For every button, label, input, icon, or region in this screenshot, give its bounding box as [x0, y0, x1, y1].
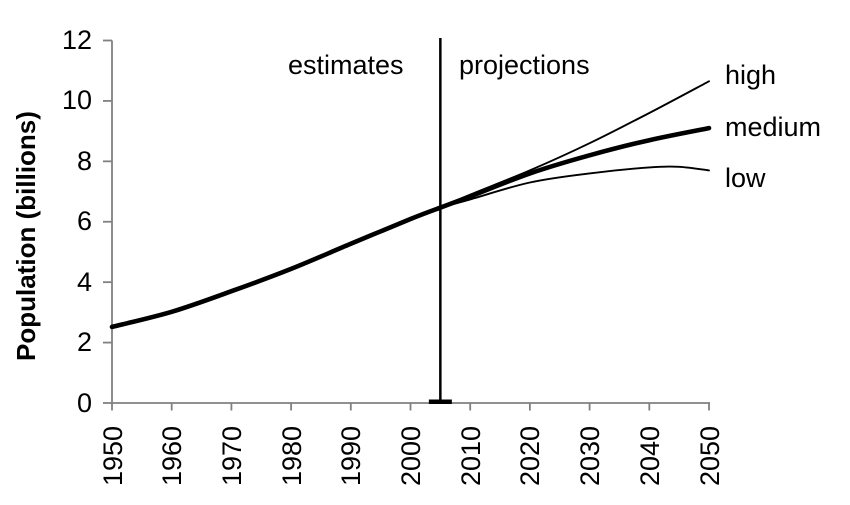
- x-tick-label-1990: 1990: [336, 425, 367, 486]
- y-tick-label-2: 2: [76, 327, 92, 358]
- x-tick-label-1980: 1980: [276, 425, 307, 486]
- series-line-high: [439, 80, 710, 209]
- x-tick-label-1960: 1960: [157, 425, 188, 486]
- x-tick-label-1970: 1970: [216, 425, 247, 486]
- x-tick-label-2040: 2040: [634, 425, 665, 486]
- x-tick-label-1950: 1950: [97, 425, 128, 486]
- line-label-high: high: [725, 60, 777, 90]
- y-tick-label-10: 10: [61, 85, 92, 116]
- y-tick-label-6: 6: [76, 206, 92, 237]
- line-label-medium: medium: [725, 112, 822, 142]
- x-tick-label-2010: 2010: [455, 425, 486, 486]
- series-line-medium: [438, 125, 712, 210]
- divider-foot: [428, 399, 452, 404]
- y-tick-label-12: 12: [61, 25, 92, 55]
- x-tick-label-2030: 2030: [575, 425, 606, 486]
- y-tick-label-4: 4: [76, 266, 92, 297]
- series-line-estimates: [109, 205, 443, 330]
- x-tick-label-2020: 2020: [515, 425, 546, 486]
- x-tick-label-2000: 2000: [396, 425, 426, 486]
- y-tick-label-0: 0: [76, 387, 92, 418]
- annotation-projections: projections: [459, 50, 590, 80]
- x-tick-label-2050: 2050: [694, 425, 725, 486]
- line-label-low: low: [725, 163, 766, 193]
- annotation-estimates: estimates: [288, 50, 404, 80]
- y-tick-label-8: 8: [76, 145, 92, 176]
- series-line-low: [439, 165, 710, 209]
